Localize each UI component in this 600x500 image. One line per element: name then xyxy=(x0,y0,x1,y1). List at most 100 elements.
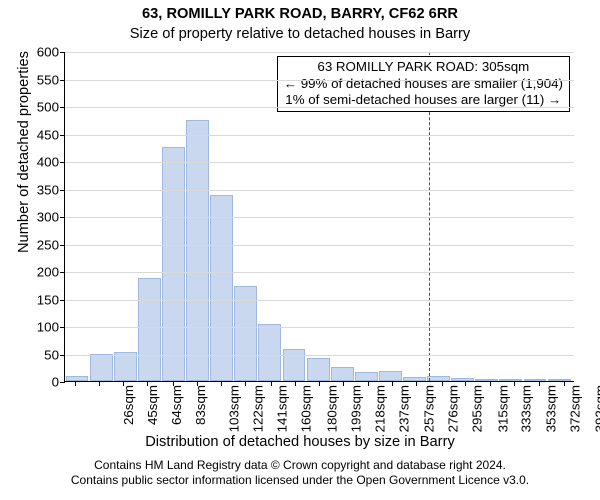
x-tick-mark xyxy=(197,381,198,386)
histogram-bar xyxy=(331,367,354,381)
x-tick-label: 257sqm xyxy=(422,385,437,432)
x-tick-mark xyxy=(147,381,148,386)
y-tick-label: 350 xyxy=(37,182,59,197)
x-tick-mark xyxy=(343,381,344,386)
x-tick-mark xyxy=(295,381,296,386)
grid-line xyxy=(65,245,574,246)
x-tick-label: 160sqm xyxy=(299,385,314,432)
y-tick-mark xyxy=(60,80,65,81)
grid-line xyxy=(65,135,574,136)
x-tick-label: 372sqm xyxy=(568,385,583,432)
x-tick-mark xyxy=(564,381,565,386)
x-tick-mark xyxy=(539,381,540,386)
grid-line xyxy=(65,300,574,301)
histogram-bar xyxy=(258,324,281,381)
y-tick-mark xyxy=(60,52,65,53)
chart-container: 63, ROMILLY PARK ROAD, BARRY, CF62 6RR S… xyxy=(0,0,600,500)
x-tick-label: 315sqm xyxy=(495,385,510,432)
grid-line xyxy=(65,355,574,356)
grid-line xyxy=(65,52,574,53)
x-tick-label: 122sqm xyxy=(250,385,265,432)
y-tick-mark xyxy=(60,327,65,328)
x-tick-mark xyxy=(75,381,76,386)
grid-line xyxy=(65,272,574,273)
annotation-line-2: ← 99% of detached houses are smaller (1,… xyxy=(284,76,563,93)
histogram-bar xyxy=(186,120,209,381)
x-tick-mark xyxy=(271,381,272,386)
y-tick-label: 50 xyxy=(44,347,59,362)
y-tick-label: 600 xyxy=(37,45,59,60)
y-tick-label: 200 xyxy=(37,265,59,280)
footer-line-2: Contains public sector information licen… xyxy=(0,473,600,488)
x-tick-label: 64sqm xyxy=(169,385,184,425)
annotation-line-1: 63 ROMILLY PARK ROAD: 305sqm xyxy=(284,59,563,76)
x-tick-label: 218sqm xyxy=(372,385,387,432)
histogram-bar xyxy=(234,286,257,381)
footer-line-1: Contains HM Land Registry data © Crown c… xyxy=(0,458,600,473)
x-tick-label: 26sqm xyxy=(121,385,136,425)
grid-line xyxy=(65,80,574,81)
y-tick-mark xyxy=(60,355,65,356)
x-tick-label: 392sqm xyxy=(593,385,600,432)
y-axis-label: Number of detached properties xyxy=(16,0,32,317)
y-tick-label: 300 xyxy=(37,210,59,225)
x-tick-mark xyxy=(392,381,393,386)
y-tick-label: 400 xyxy=(37,155,59,170)
x-tick-mark xyxy=(442,381,443,386)
histogram-bar xyxy=(210,195,233,381)
histogram-bar xyxy=(162,147,185,381)
histogram-bar xyxy=(307,358,330,381)
x-axis-label: Distribution of detached houses by size … xyxy=(0,434,600,450)
y-tick-mark xyxy=(60,162,65,163)
y-tick-label: 150 xyxy=(37,292,59,307)
y-tick-mark xyxy=(60,245,65,246)
annotation-box: 63 ROMILLY PARK ROAD: 305sqm ← 99% of de… xyxy=(277,56,570,112)
grid-line xyxy=(65,327,574,328)
x-tick-label: 103sqm xyxy=(226,385,241,432)
histogram-bar xyxy=(114,352,137,381)
histogram-bar xyxy=(524,379,547,381)
histogram-bar xyxy=(451,378,474,381)
y-tick-mark xyxy=(60,107,65,108)
x-tick-label: 353sqm xyxy=(543,385,558,432)
y-tick-label: 450 xyxy=(37,127,59,142)
histogram-bar xyxy=(548,379,571,381)
x-tick-mark xyxy=(173,381,174,386)
histogram-bar xyxy=(66,376,89,381)
histogram-bar xyxy=(499,379,522,381)
y-tick-label: 500 xyxy=(37,100,59,115)
y-tick-mark xyxy=(60,217,65,218)
x-tick-label: 45sqm xyxy=(145,385,160,425)
x-tick-label: 295sqm xyxy=(470,385,485,432)
x-tick-mark xyxy=(221,381,222,386)
x-tick-mark xyxy=(123,381,124,386)
x-tick-mark xyxy=(368,381,369,386)
x-tick-mark xyxy=(99,381,100,386)
y-tick-label: 250 xyxy=(37,237,59,252)
y-tick-mark xyxy=(60,272,65,273)
chart-subtitle: Size of property relative to detached ho… xyxy=(0,26,600,42)
x-tick-mark xyxy=(465,381,466,386)
y-tick-label: 100 xyxy=(37,320,59,335)
x-tick-label: 199sqm xyxy=(348,385,363,432)
x-tick-label: 141sqm xyxy=(274,385,289,432)
y-tick-mark xyxy=(60,300,65,301)
y-tick-label: 550 xyxy=(37,72,59,87)
grid-line xyxy=(65,190,574,191)
grid-line xyxy=(65,162,574,163)
plot-area: 63 ROMILLY PARK ROAD: 305sqm ← 99% of de… xyxy=(64,52,574,382)
x-tick-mark xyxy=(416,381,417,386)
x-tick-mark xyxy=(514,381,515,386)
histogram-bar xyxy=(475,379,498,381)
x-tick-label: 237sqm xyxy=(396,385,411,432)
y-tick-label: 0 xyxy=(52,375,59,390)
histogram-bar xyxy=(427,376,450,382)
address-title: 63, ROMILLY PARK ROAD, BARRY, CF62 6RR xyxy=(0,6,600,22)
x-tick-mark xyxy=(319,381,320,386)
grid-line xyxy=(65,217,574,218)
histogram-bar xyxy=(379,371,402,381)
x-tick-mark xyxy=(245,381,246,386)
footer-text: Contains HM Land Registry data © Crown c… xyxy=(0,458,600,488)
histogram-bar xyxy=(138,278,161,381)
x-tick-label: 276sqm xyxy=(446,385,461,432)
